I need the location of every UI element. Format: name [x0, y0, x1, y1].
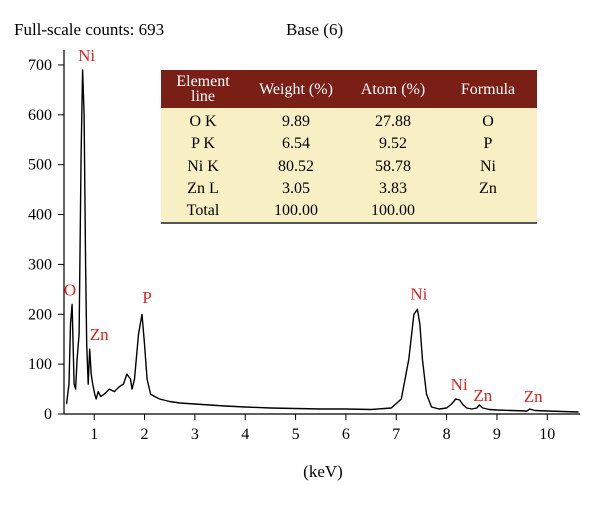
table-row: Zn L 3.05 3.83 Zn: [161, 177, 537, 200]
peak-label-o: O: [64, 280, 76, 299]
cell-formula: Zn: [439, 177, 537, 200]
cell-weight: 80.52: [245, 155, 347, 178]
cell-weight: 3.05: [245, 177, 347, 200]
cell-atom: 58.78: [347, 155, 439, 178]
y-tick-label: 100: [28, 356, 52, 373]
y-tick-label: 300: [28, 256, 52, 273]
cell-element: P K: [161, 133, 245, 156]
composition-table: Element line Weight (%) Atom (%) Formula…: [161, 70, 537, 225]
x-tick-label: 3: [191, 426, 199, 443]
x-tick-label: 1: [90, 426, 98, 443]
peak-label-zn: Zn: [524, 387, 543, 406]
cell-atom: 9.52: [347, 133, 439, 156]
y-tick-label: 600: [28, 107, 52, 124]
y-tick-label: 200: [28, 306, 52, 323]
x-tick-label: 9: [493, 426, 501, 443]
peak-label-ni: Ni: [78, 46, 95, 65]
cell-formula: O: [439, 108, 537, 134]
table-row-total: Total 100.00 100.00: [161, 199, 537, 225]
base-label: Base (6): [286, 20, 344, 39]
peak-label-zn: Zn: [473, 386, 492, 405]
y-tick-label: 700: [28, 57, 52, 74]
cell-weight: 100.00: [245, 199, 347, 225]
x-tick-label: 4: [241, 426, 249, 443]
x-tick-label: 10: [539, 426, 555, 443]
x-tick-label: 5: [292, 426, 300, 443]
header-element-line-text: Element line: [176, 73, 230, 105]
x-tick-label: 8: [443, 426, 451, 443]
spectrum-line: [65, 69, 579, 413]
cell-element: Zn L: [161, 177, 245, 200]
peak-label-p: P: [142, 288, 151, 307]
cell-formula: [439, 199, 537, 225]
y-tick-label: 400: [28, 207, 52, 224]
cell-formula: Ni: [439, 155, 537, 178]
peak-label-zn: Zn: [90, 325, 109, 344]
x-axis-title: (keV): [303, 462, 343, 481]
cell-formula: P: [439, 133, 537, 156]
cell-weight: 9.89: [245, 108, 347, 134]
y-tick-label: 0: [44, 406, 52, 423]
peak-label-ni: Ni: [451, 375, 468, 394]
header-formula: Formula: [439, 70, 537, 108]
x-tick-label: 7: [392, 426, 400, 443]
cell-atom: 100.00: [347, 199, 439, 225]
cell-element: Ni K: [161, 155, 245, 178]
cell-element: Total: [161, 199, 245, 225]
header-weight: Weight (%): [245, 70, 347, 108]
x-tick-label: 2: [141, 426, 149, 443]
cell-atom: 27.88: [347, 108, 439, 134]
header-atom: Atom (%): [347, 70, 439, 108]
x-tick-label: 6: [342, 426, 350, 443]
table-row: P K 6.54 9.52 P: [161, 133, 537, 156]
table-header-row: Element line Weight (%) Atom (%) Formula: [161, 70, 537, 108]
table-row: O K 9.89 27.88 O: [161, 108, 537, 134]
cell-atom: 3.83: [347, 177, 439, 200]
table-row: Ni K 80.52 58.78 Ni: [161, 155, 537, 178]
peak-label-ni: Ni: [410, 284, 427, 303]
y-tick-label: 500: [28, 157, 52, 174]
full-scale-counts: Full-scale counts: 693: [14, 20, 165, 39]
header-element-line: Element line: [161, 70, 245, 108]
cell-weight: 6.54: [245, 133, 347, 156]
cell-element: O K: [161, 108, 245, 134]
